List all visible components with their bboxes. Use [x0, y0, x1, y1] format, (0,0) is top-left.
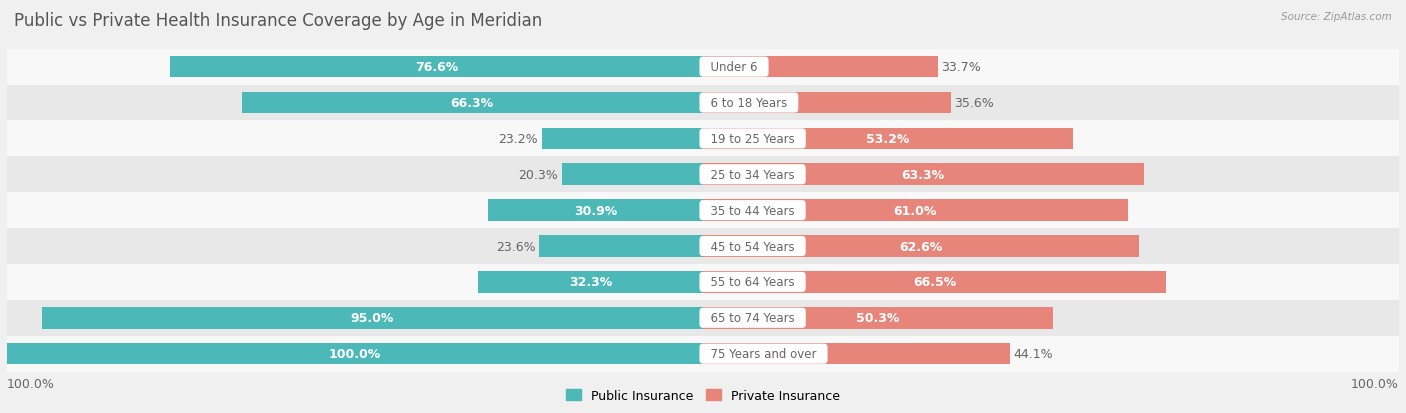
Bar [42, 307, 703, 329]
Bar [7, 264, 703, 300]
Text: 100.0%: 100.0% [7, 377, 55, 390]
Legend: Public Insurance, Private Insurance: Public Insurance, Private Insurance [561, 384, 845, 407]
Text: 23.6%: 23.6% [496, 240, 536, 253]
Text: 62.6%: 62.6% [900, 240, 942, 253]
Text: 44.1%: 44.1% [1014, 347, 1053, 360]
Text: 33.7%: 33.7% [941, 61, 981, 74]
Text: 76.6%: 76.6% [415, 61, 458, 74]
Text: 23.2%: 23.2% [499, 133, 538, 145]
Bar [7, 50, 703, 85]
Text: 35.6%: 35.6% [955, 97, 994, 110]
Bar [703, 57, 938, 78]
Bar [488, 200, 703, 221]
Text: 61.0%: 61.0% [894, 204, 936, 217]
Text: 66.3%: 66.3% [451, 97, 494, 110]
Text: 50.3%: 50.3% [856, 311, 900, 325]
Text: 100.0%: 100.0% [1351, 377, 1399, 390]
Bar [703, 50, 1399, 85]
Text: 95.0%: 95.0% [350, 311, 394, 325]
Text: Under 6: Under 6 [703, 61, 765, 74]
Bar [703, 193, 1399, 228]
Text: 30.9%: 30.9% [574, 204, 617, 217]
Text: 66.5%: 66.5% [912, 276, 956, 289]
Bar [703, 128, 1073, 150]
Bar [170, 57, 703, 78]
Text: 6 to 18 Years: 6 to 18 Years [703, 97, 794, 110]
Bar [7, 343, 703, 365]
Text: 75 Years and over: 75 Years and over [703, 347, 824, 360]
Bar [562, 164, 703, 185]
Text: Source: ZipAtlas.com: Source: ZipAtlas.com [1281, 12, 1392, 22]
Bar [703, 236, 1139, 257]
Bar [7, 157, 703, 193]
Bar [703, 200, 1128, 221]
Text: 20.3%: 20.3% [519, 169, 558, 181]
Bar [703, 307, 1053, 329]
Bar [7, 228, 703, 264]
Bar [703, 93, 950, 114]
Bar [478, 271, 703, 293]
Bar [703, 85, 1399, 121]
Bar [7, 193, 703, 228]
Bar [703, 300, 1399, 336]
Text: 35 to 44 Years: 35 to 44 Years [703, 204, 803, 217]
Bar [703, 228, 1399, 264]
Bar [541, 128, 703, 150]
Bar [703, 336, 1399, 372]
Text: 53.2%: 53.2% [866, 133, 910, 145]
Bar [703, 157, 1399, 193]
Text: 100.0%: 100.0% [329, 347, 381, 360]
Text: 63.3%: 63.3% [901, 169, 945, 181]
Text: 45 to 54 Years: 45 to 54 Years [703, 240, 803, 253]
Bar [538, 236, 703, 257]
Bar [7, 121, 703, 157]
Bar [703, 271, 1166, 293]
Text: Public vs Private Health Insurance Coverage by Age in Meridian: Public vs Private Health Insurance Cover… [14, 12, 543, 30]
Bar [7, 300, 703, 336]
Text: 19 to 25 Years: 19 to 25 Years [703, 133, 803, 145]
Bar [703, 343, 1010, 365]
Bar [703, 121, 1399, 157]
Bar [7, 85, 703, 121]
Bar [242, 93, 703, 114]
Text: 55 to 64 Years: 55 to 64 Years [703, 276, 803, 289]
Text: 65 to 74 Years: 65 to 74 Years [703, 311, 803, 325]
Bar [703, 164, 1143, 185]
Bar [703, 264, 1399, 300]
Text: 32.3%: 32.3% [569, 276, 612, 289]
Bar [7, 336, 703, 372]
Text: 25 to 34 Years: 25 to 34 Years [703, 169, 803, 181]
